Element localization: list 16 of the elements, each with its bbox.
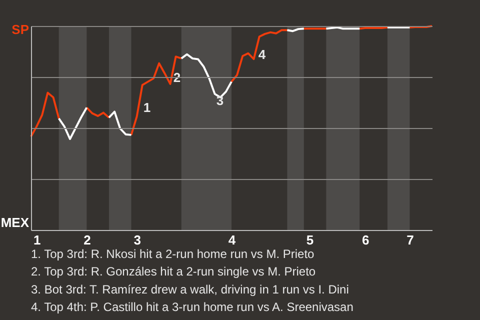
text: 4. Top 4th: P. Castillo hit a 3-run home run vs A. Sreenivasan — [31, 300, 354, 314]
annotation: 1 — [143, 100, 151, 115]
text: SP — [12, 22, 30, 37]
x-tick-label: 2 — [84, 232, 91, 248]
x-tick-label: 4 — [228, 232, 236, 248]
text: MEX — [0, 215, 30, 230]
x-tick-label: 6 — [362, 232, 370, 248]
x-tick-label: 1 — [33, 232, 41, 248]
x-tick-label: 3 — [134, 232, 141, 248]
x-tick-label: 7 — [406, 232, 414, 248]
x-tick-label: 5 — [306, 232, 314, 248]
annotation: 3 — [216, 93, 224, 108]
text: 1. Top 3rd: R. Nkosi hit a 2-run home run vs M. Prieto — [31, 247, 315, 261]
text: 3. Bot 3rd: T. Ramírez drew a walk, driving in 1 run vs I. Dini — [31, 282, 349, 296]
text: 2. Top 3rd: R. Gonzáles hit a 2-run single vs M. Prieto — [31, 264, 316, 279]
annotation: 4 — [258, 47, 266, 62]
